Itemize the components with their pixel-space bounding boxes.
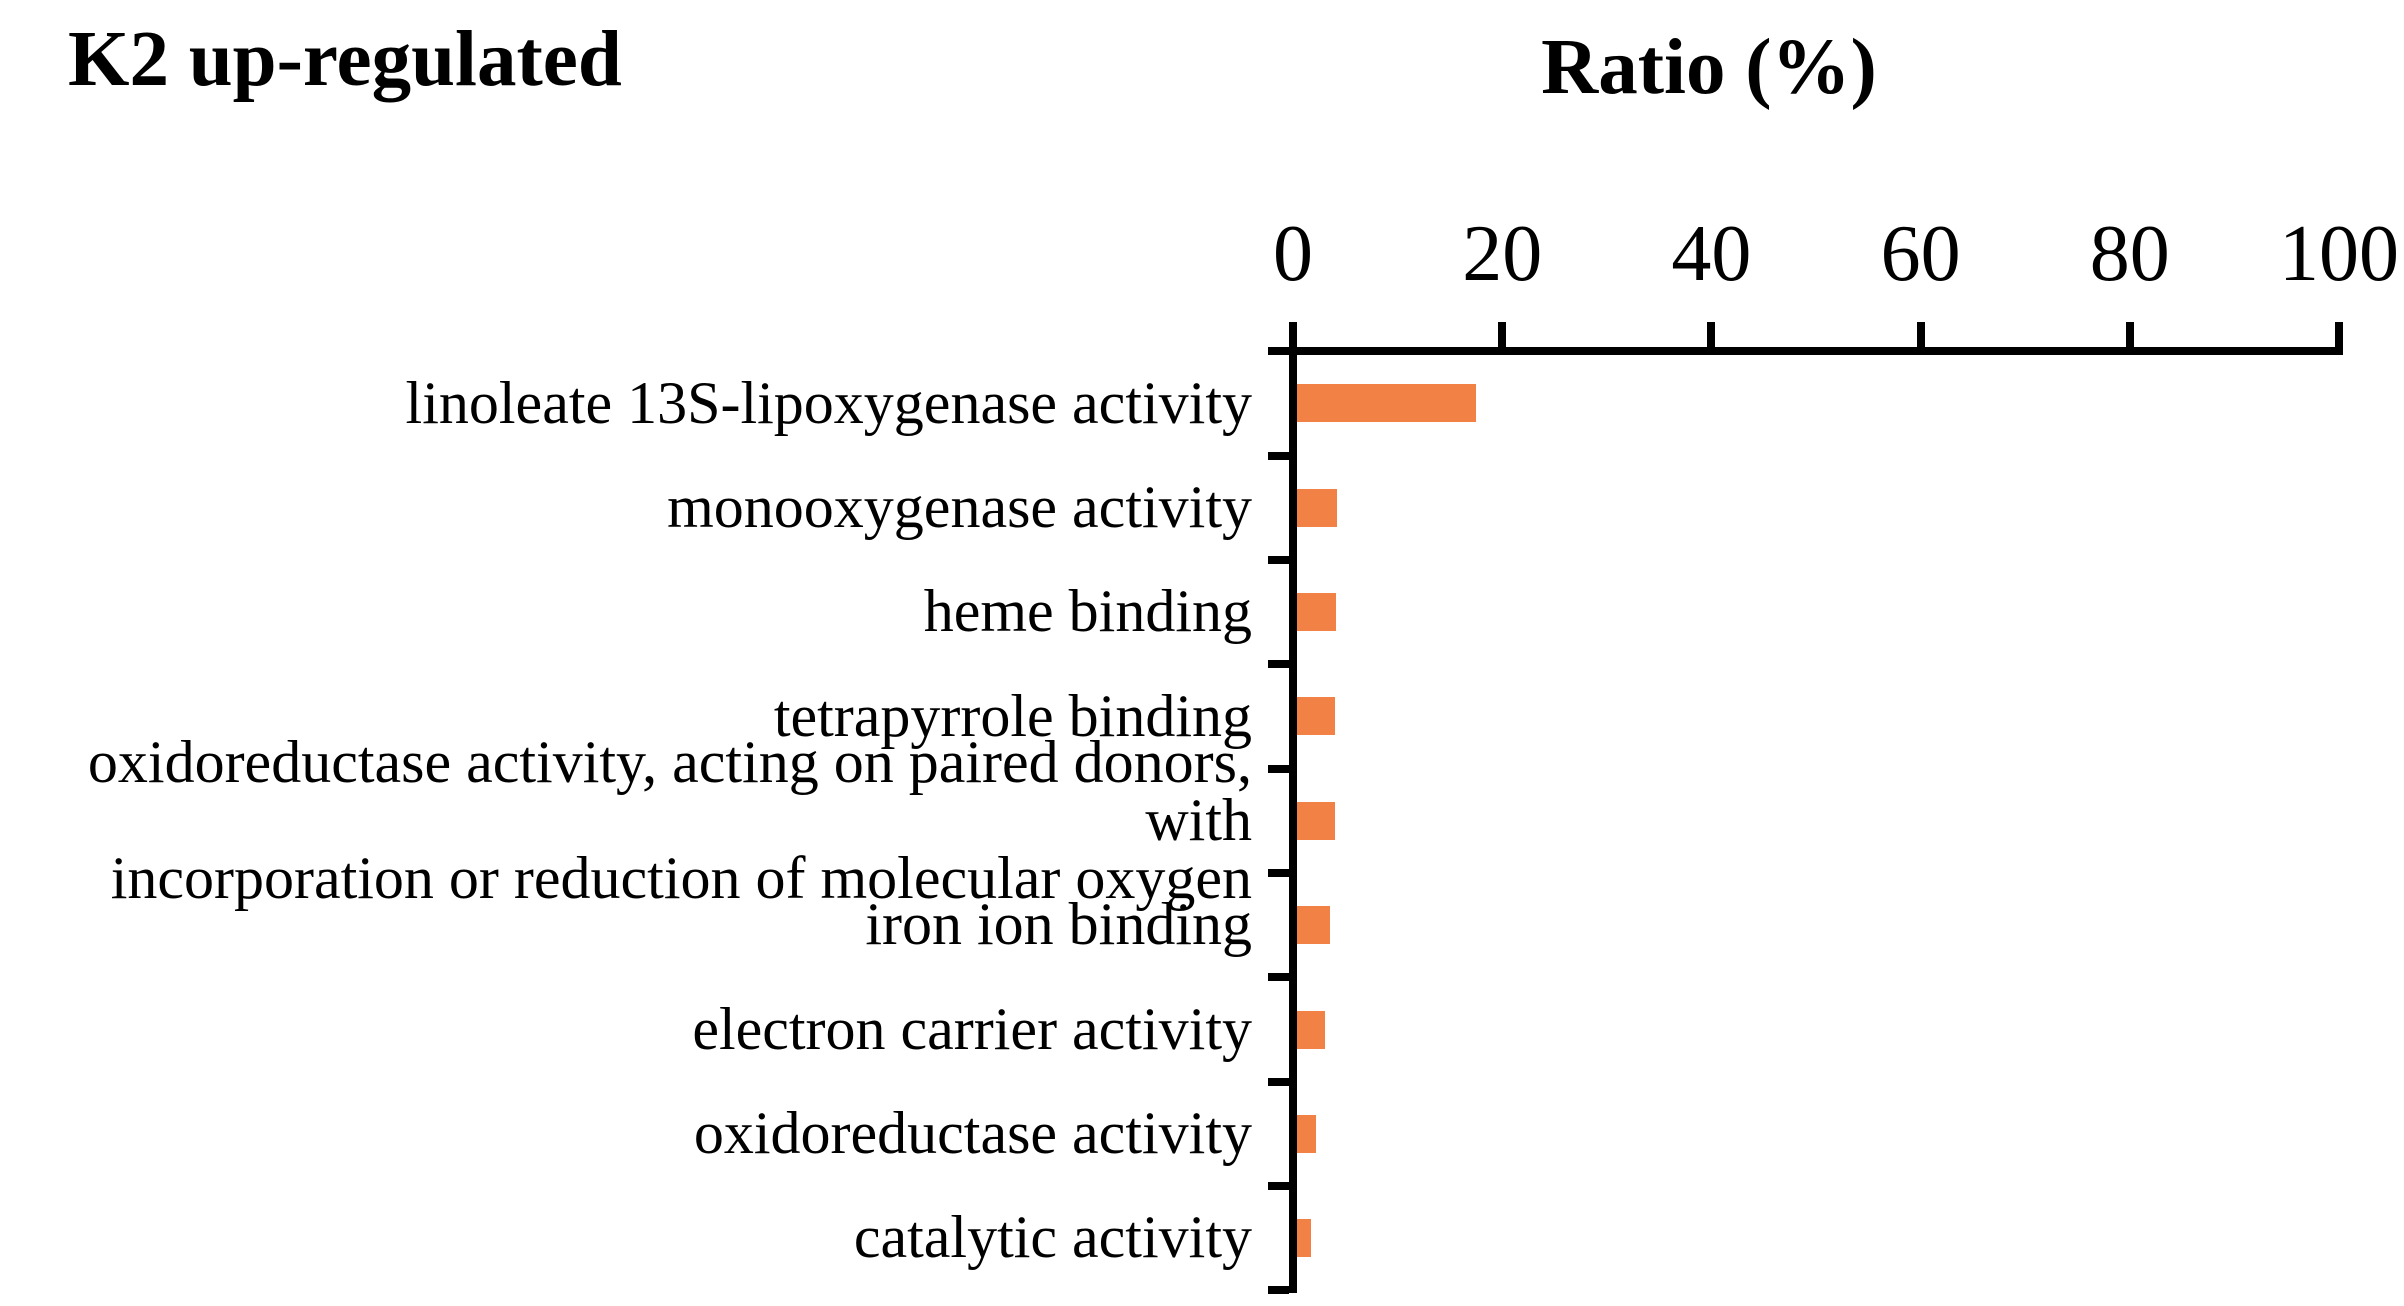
y-tick-mark-1 <box>1268 451 1289 460</box>
bar-4 <box>1296 697 1335 736</box>
x-axis-title: Ratio (%) <box>1541 24 1877 111</box>
x-tick-mark-0 <box>1289 322 1297 347</box>
bar-2 <box>1296 488 1337 527</box>
x-tick-mark-80 <box>2125 322 2134 347</box>
category-label-7: electron carrier activity <box>692 995 1252 1062</box>
y-axis-line <box>1289 347 1297 1293</box>
x-tick-label-100: 100 <box>2279 210 2399 298</box>
category-label-5: oxidoreductase activity, acting on paire… <box>87 729 1252 911</box>
category-label-6: iron ion binding <box>865 891 1252 958</box>
x-tick-mark-20 <box>1498 322 1507 347</box>
bar-6 <box>1296 906 1330 945</box>
category-label-8: oxidoreductase activity <box>693 1100 1252 1167</box>
x-tick-mark-100 <box>2335 322 2343 347</box>
bar-9 <box>1296 1219 1311 1258</box>
x-tick-label-60: 60 <box>1880 210 1961 298</box>
bar-8 <box>1296 1114 1316 1153</box>
x-tick-label-40: 40 <box>1671 210 1752 298</box>
category-label-2: monooxygenase activity <box>667 473 1252 540</box>
bar-1 <box>1296 384 1476 423</box>
y-tick-mark-9 <box>1268 1286 1289 1295</box>
category-label-9: catalytic activity <box>853 1204 1252 1271</box>
bar-3 <box>1296 593 1336 632</box>
x-tick-mark-40 <box>1707 322 1716 347</box>
y-tick-mark-2 <box>1268 555 1289 564</box>
bar-5 <box>1296 801 1335 840</box>
x-axis-line <box>1268 347 2343 355</box>
y-tick-mark-8 <box>1268 1182 1289 1191</box>
category-label-4: tetrapyrrole binding <box>773 682 1252 749</box>
y-tick-mark-6 <box>1268 973 1289 982</box>
y-tick-mark-3 <box>1268 660 1289 669</box>
y-tick-mark-4 <box>1268 764 1289 773</box>
x-tick-label-80: 80 <box>2089 210 2170 298</box>
bar-7 <box>1296 1010 1325 1049</box>
y-tick-mark-5 <box>1268 869 1289 877</box>
x-tick-label-20: 20 <box>1462 210 1543 298</box>
x-tick-mark-60 <box>1916 322 1925 347</box>
x-tick-label-0: 0 <box>1273 210 1313 298</box>
category-label-1: linoleate 13S-lipoxygenase activity <box>405 369 1252 436</box>
chart-title: K2 up-regulated <box>68 16 622 103</box>
category-label-3: heme binding <box>923 578 1252 645</box>
y-tick-mark-7 <box>1268 1077 1289 1086</box>
